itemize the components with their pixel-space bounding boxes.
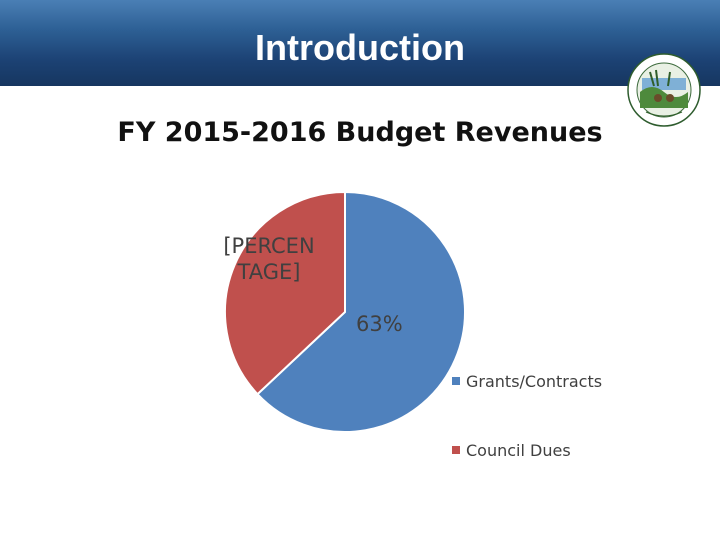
- chart-title: FY 2015-2016 Budget Revenues: [117, 117, 603, 148]
- organization-seal-icon: [627, 53, 701, 127]
- legend-item-grants-contracts: Grants/Contracts: [452, 372, 602, 392]
- page-title: Introduction: [255, 27, 465, 68]
- header-bar: Introduction: [0, 0, 720, 86]
- legend-label-council-dues: Council Dues: [466, 441, 571, 460]
- slice-label-council-dues: [PERCEN TAGE]: [223, 234, 315, 284]
- slice-label-grants-contracts: 63%: [356, 312, 403, 336]
- legend-swatch-council-dues: [452, 445, 460, 454]
- legend-label-grants-contracts: Grants/Contracts: [466, 372, 603, 391]
- legend-item-council-dues: Council Dues: [452, 441, 571, 461]
- slice-council-dues: [224, 190, 346, 396]
- legend-swatch-grants-contracts: [452, 376, 460, 385]
- slice-grants-contracts: [256, 190, 466, 433]
